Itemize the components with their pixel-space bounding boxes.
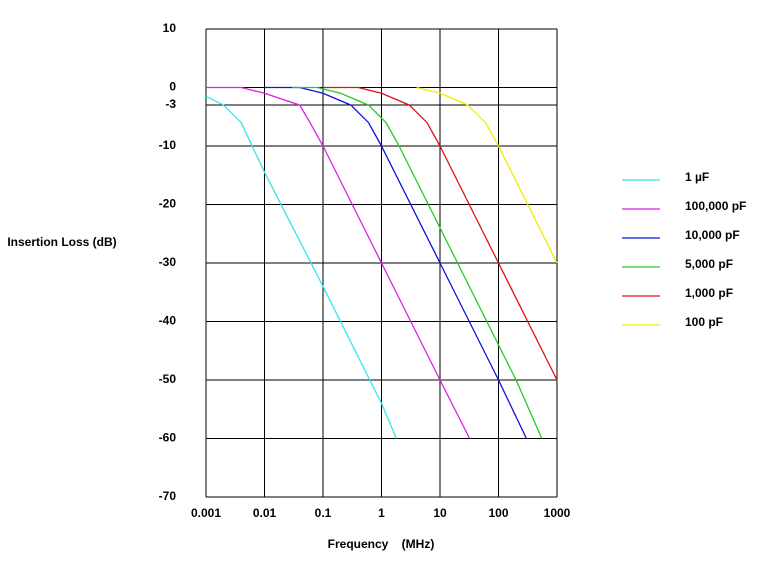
series-line bbox=[206, 86, 471, 439]
x-axis-label: Frequency (MHz) bbox=[328, 537, 435, 551]
y-axis-label: Insertion Loss (dB) bbox=[7, 235, 116, 249]
x-tick-label: 10 bbox=[433, 506, 447, 520]
y-tick-label: -60 bbox=[159, 431, 177, 445]
series-line bbox=[264, 86, 527, 439]
y-tick-label: -40 bbox=[159, 314, 177, 328]
x-tick-label: 1000 bbox=[544, 506, 571, 520]
legend-label: 100 pF bbox=[685, 315, 723, 329]
y-tick-label: -70 bbox=[159, 489, 177, 503]
x-tick-label: 100 bbox=[488, 506, 508, 520]
y-tick-label: -50 bbox=[159, 372, 177, 386]
series-line bbox=[292, 86, 543, 439]
legend-label: 5,000 pF bbox=[685, 257, 733, 271]
x-tick-label: 1 bbox=[378, 506, 385, 520]
y-tick-label: 0 bbox=[169, 80, 176, 94]
x-tick-label: 0.001 bbox=[191, 506, 221, 520]
legend-label: 1,000 pF bbox=[685, 286, 733, 300]
legend-label: 10,000 pF bbox=[685, 228, 740, 242]
y-tick-label: -10 bbox=[159, 138, 177, 152]
y-tick-label: -20 bbox=[159, 197, 177, 211]
y-tick-label: -3 bbox=[165, 97, 176, 111]
x-tick-label: 0.1 bbox=[315, 506, 332, 520]
y-tick-label: -30 bbox=[159, 255, 177, 269]
legend-label: 1 µF bbox=[685, 170, 709, 184]
y-tick-label: 10 bbox=[163, 21, 177, 35]
series-line bbox=[205, 95, 397, 439]
legend-label: 100,000 pF bbox=[685, 199, 746, 213]
series-line bbox=[323, 86, 558, 381]
x-tick-label: 0.01 bbox=[253, 506, 277, 520]
series-line bbox=[416, 86, 558, 264]
